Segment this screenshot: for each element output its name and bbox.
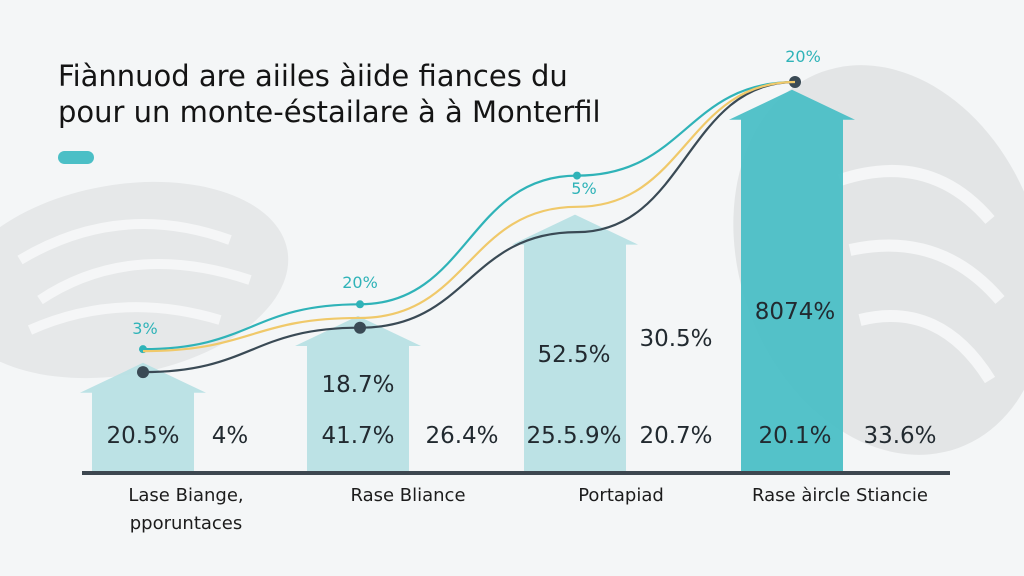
bar-side-label: 4% bbox=[212, 423, 249, 449]
bar-inner-label: 20.5% bbox=[106, 423, 179, 449]
point-label: 20% bbox=[785, 47, 821, 66]
title-line-2: pour un monte-éstailare à à Monterfil bbox=[58, 95, 601, 129]
title-line-1: Fiànnuod are aiiles àiide fiances du bbox=[58, 59, 568, 93]
bar-inner-label: 20.1% bbox=[758, 423, 831, 449]
bar-inner-label: 25.5.9% bbox=[526, 423, 621, 449]
point-label: 5% bbox=[571, 179, 596, 198]
bar-arrow bbox=[729, 89, 855, 473]
bar-side-label: 33.6% bbox=[863, 423, 936, 449]
category-label: Portapiad bbox=[578, 485, 664, 506]
background-shoe-left bbox=[0, 181, 289, 379]
legend-chip bbox=[58, 151, 94, 164]
bar-inner-label: 52.5% bbox=[537, 342, 610, 368]
bar-side-label: 26.4% bbox=[425, 423, 498, 449]
point-label: 20% bbox=[342, 273, 378, 292]
category-label: pporuntaces bbox=[130, 513, 243, 534]
data-point bbox=[573, 171, 581, 180]
category-label: Rase àircle Stiancie bbox=[752, 485, 928, 506]
series-line-teal bbox=[142, 80, 796, 351]
bar-arrow bbox=[512, 214, 638, 472]
category-label: Rase Bliance bbox=[350, 485, 465, 506]
bar-arrow bbox=[295, 316, 421, 472]
series-line-yellow bbox=[142, 80, 796, 353]
bar-arrow bbox=[80, 362, 206, 472]
bar-inner-label: 8074% bbox=[755, 299, 835, 325]
data-point bbox=[354, 321, 366, 334]
bar-side-label: 20.7% bbox=[639, 423, 712, 449]
data-point bbox=[356, 300, 364, 309]
series-line-dark bbox=[142, 80, 796, 374]
point-label: 3% bbox=[132, 319, 157, 338]
data-point bbox=[137, 366, 149, 379]
category-label: Lase Biange, bbox=[128, 485, 243, 506]
bar-side-label: 30.5% bbox=[639, 326, 712, 352]
bar-inner-label: 18.7% bbox=[321, 372, 394, 398]
bar-inner-label: 41.7% bbox=[321, 423, 394, 449]
background-shoe-right bbox=[733, 65, 1024, 455]
